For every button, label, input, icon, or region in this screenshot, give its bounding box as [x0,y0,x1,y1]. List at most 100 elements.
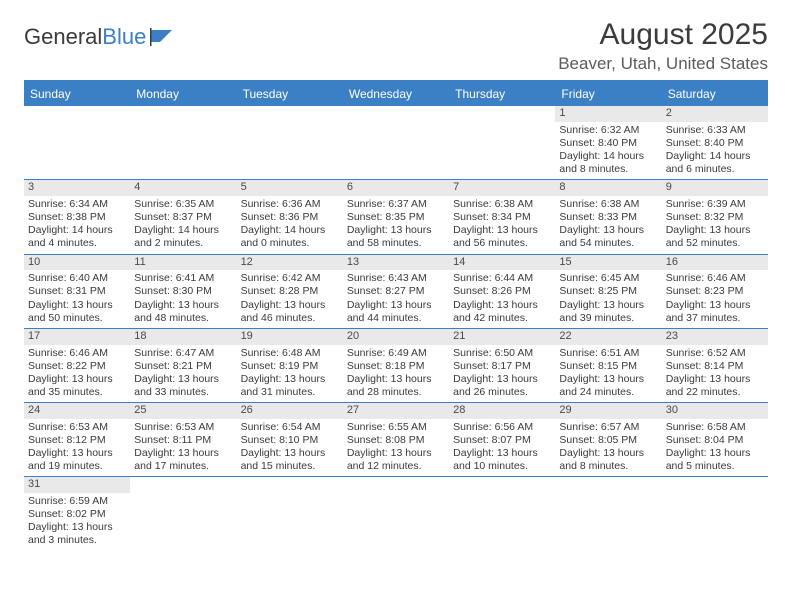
dow-cell: Sunday [24,83,130,106]
dow-cell: Tuesday [237,83,343,106]
day-cell: 16Sunrise: 6:46 AMSunset: 8:23 PMDayligh… [662,255,768,328]
sunrise-line: Sunrise: 6:33 AM [666,124,764,137]
day-number: 31 [24,477,130,493]
sunrise-line: Sunrise: 6:46 AM [666,272,764,285]
day-cell-empty [130,477,236,550]
day-cell: 25Sunrise: 6:53 AMSunset: 8:11 PMDayligh… [130,403,236,476]
day-number: 5 [237,180,343,196]
day-number: 20 [343,329,449,345]
sunset-line: Sunset: 8:40 PM [666,137,764,150]
daylight-line: Daylight: 13 hours and 15 minutes. [241,447,339,473]
sunrise-line: Sunrise: 6:43 AM [347,272,445,285]
sunset-line: Sunset: 8:26 PM [453,285,551,298]
sunrise-line: Sunrise: 6:39 AM [666,198,764,211]
day-cell: 11Sunrise: 6:41 AMSunset: 8:30 PMDayligh… [130,255,236,328]
daylight-line: Daylight: 14 hours and 6 minutes. [666,150,764,176]
daylight-line: Daylight: 13 hours and 17 minutes. [134,447,232,473]
week-row: 31Sunrise: 6:59 AMSunset: 8:02 PMDayligh… [24,477,768,550]
daylight-line: Daylight: 14 hours and 4 minutes. [28,224,126,250]
sunset-line: Sunset: 8:11 PM [134,434,232,447]
sunrise-line: Sunrise: 6:38 AM [559,198,657,211]
sunset-line: Sunset: 8:25 PM [559,285,657,298]
day-cell-empty [130,106,236,179]
sunrise-line: Sunrise: 6:37 AM [347,198,445,211]
day-cell-empty [237,106,343,179]
day-cell: 29Sunrise: 6:57 AMSunset: 8:05 PMDayligh… [555,403,661,476]
day-cell-empty [237,477,343,550]
day-number: 6 [343,180,449,196]
sunset-line: Sunset: 8:08 PM [347,434,445,447]
dow-cell: Wednesday [343,83,449,106]
dow-cell: Friday [555,83,661,106]
sunset-line: Sunset: 8:14 PM [666,360,764,373]
sunset-line: Sunset: 8:10 PM [241,434,339,447]
sunset-line: Sunset: 8:28 PM [241,285,339,298]
sunrise-line: Sunrise: 6:35 AM [134,198,232,211]
sunrise-line: Sunrise: 6:52 AM [666,347,764,360]
day-cell-empty [449,477,555,550]
sunrise-line: Sunrise: 6:47 AM [134,347,232,360]
day-number: 29 [555,403,661,419]
sunrise-line: Sunrise: 6:50 AM [453,347,551,360]
day-cell-empty [343,106,449,179]
day-cell: 6Sunrise: 6:37 AMSunset: 8:35 PMDaylight… [343,180,449,253]
sunset-line: Sunset: 8:21 PM [134,360,232,373]
daylight-line: Daylight: 13 hours and 31 minutes. [241,373,339,399]
day-number: 10 [24,255,130,271]
day-cell: 8Sunrise: 6:38 AMSunset: 8:33 PMDaylight… [555,180,661,253]
sunrise-line: Sunrise: 6:41 AM [134,272,232,285]
sunrise-line: Sunrise: 6:58 AM [666,421,764,434]
sunrise-line: Sunrise: 6:32 AM [559,124,657,137]
daylight-line: Daylight: 13 hours and 37 minutes. [666,299,764,325]
daylight-line: Daylight: 13 hours and 12 minutes. [347,447,445,473]
logo-flag-icon [150,28,176,46]
day-number: 12 [237,255,343,271]
sunrise-line: Sunrise: 6:38 AM [453,198,551,211]
sunset-line: Sunset: 8:36 PM [241,211,339,224]
day-number: 18 [130,329,236,345]
day-cell: 12Sunrise: 6:42 AMSunset: 8:28 PMDayligh… [237,255,343,328]
day-number: 2 [662,106,768,122]
sunrise-line: Sunrise: 6:36 AM [241,198,339,211]
daylight-line: Daylight: 13 hours and 10 minutes. [453,447,551,473]
day-cell: 17Sunrise: 6:46 AMSunset: 8:22 PMDayligh… [24,329,130,402]
week-row: 17Sunrise: 6:46 AMSunset: 8:22 PMDayligh… [24,329,768,403]
day-cell: 13Sunrise: 6:43 AMSunset: 8:27 PMDayligh… [343,255,449,328]
sunrise-line: Sunrise: 6:46 AM [28,347,126,360]
daylight-line: Daylight: 14 hours and 0 minutes. [241,224,339,250]
sunrise-line: Sunrise: 6:53 AM [28,421,126,434]
sunset-line: Sunset: 8:19 PM [241,360,339,373]
daylight-line: Daylight: 13 hours and 44 minutes. [347,299,445,325]
daylight-line: Daylight: 13 hours and 8 minutes. [559,447,657,473]
daylight-line: Daylight: 13 hours and 3 minutes. [28,521,126,547]
day-cell: 28Sunrise: 6:56 AMSunset: 8:07 PMDayligh… [449,403,555,476]
daylight-line: Daylight: 13 hours and 58 minutes. [347,224,445,250]
day-cell: 15Sunrise: 6:45 AMSunset: 8:25 PMDayligh… [555,255,661,328]
daylight-line: Daylight: 14 hours and 2 minutes. [134,224,232,250]
sunrise-line: Sunrise: 6:45 AM [559,272,657,285]
sunset-line: Sunset: 8:27 PM [347,285,445,298]
day-cell: 27Sunrise: 6:55 AMSunset: 8:08 PMDayligh… [343,403,449,476]
day-number: 24 [24,403,130,419]
day-cell: 4Sunrise: 6:35 AMSunset: 8:37 PMDaylight… [130,180,236,253]
logo-text-2: Blue [102,24,146,50]
sunrise-line: Sunrise: 6:34 AM [28,198,126,211]
daylight-line: Daylight: 13 hours and 54 minutes. [559,224,657,250]
sunset-line: Sunset: 8:04 PM [666,434,764,447]
daylight-line: Daylight: 13 hours and 48 minutes. [134,299,232,325]
sunset-line: Sunset: 8:17 PM [453,360,551,373]
day-number: 22 [555,329,661,345]
day-number: 30 [662,403,768,419]
header: GeneralBlue August 2025 Beaver, Utah, Un… [24,18,768,74]
dow-row: SundayMondayTuesdayWednesdayThursdayFrid… [24,83,768,106]
daylight-line: Daylight: 13 hours and 28 minutes. [347,373,445,399]
day-cell: 2 Sunrise: 6:33 AMSunset: 8:40 PMDaylight… [662,106,768,179]
sunset-line: Sunset: 8:31 PM [28,285,126,298]
sunrise-line: Sunrise: 6:53 AM [134,421,232,434]
day-cell: 10Sunrise: 6:40 AMSunset: 8:31 PMDayligh… [24,255,130,328]
day-number: 1 [555,106,661,122]
day-cell-empty [449,106,555,179]
day-number: 3 [24,180,130,196]
sunset-line: Sunset: 8:40 PM [559,137,657,150]
daylight-line: Daylight: 13 hours and 56 minutes. [453,224,551,250]
